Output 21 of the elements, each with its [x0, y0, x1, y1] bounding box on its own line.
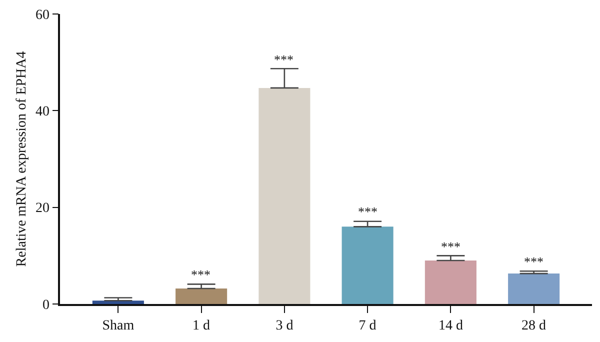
annotation: ***	[274, 52, 294, 67]
x-tick-label: 28 d	[522, 318, 546, 334]
y-tick-label: 60	[35, 8, 50, 23]
bar	[342, 226, 394, 304]
annotation: ***	[441, 239, 460, 254]
y-tick-label: 0	[42, 298, 50, 313]
y-tick-label: 40	[35, 104, 50, 120]
annotation: ***	[191, 267, 210, 282]
x-tick-label: 14 d	[438, 318, 463, 334]
y-axis-title: Relative mRNA expression of EPHA4	[14, 51, 30, 267]
y-tick-label: 20	[35, 201, 50, 216]
bar	[176, 288, 228, 304]
x-tick-label: 7 d	[358, 318, 376, 334]
x-tick-label: Sham	[102, 318, 134, 334]
x-tick-label: 3 d	[276, 318, 294, 334]
annotation: ***	[358, 204, 378, 219]
x-tick-label: 1 d	[192, 318, 210, 334]
bar	[424, 260, 476, 304]
bar	[258, 88, 310, 304]
bar	[508, 274, 560, 304]
annotation: ***	[524, 254, 544, 269]
